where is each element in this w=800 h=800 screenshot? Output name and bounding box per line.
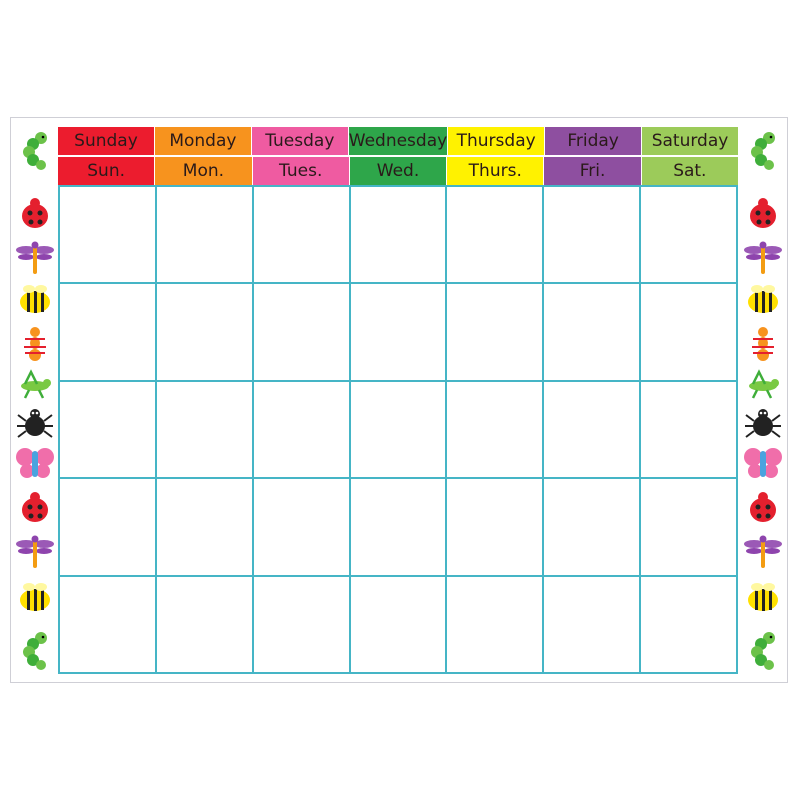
day-abbr-wednesday: Wed. — [349, 157, 448, 185]
day-name-thursday: Thursday — [448, 127, 546, 155]
day-cell[interactable] — [641, 187, 738, 285]
day-cell[interactable] — [156, 479, 254, 577]
day-cell[interactable] — [60, 187, 157, 285]
day-cell[interactable] — [641, 284, 738, 382]
day-abbr-saturday: Sat. — [641, 157, 738, 185]
ladybug-icon — [743, 487, 783, 527]
day-cell[interactable] — [350, 479, 448, 577]
day-cell[interactable] — [544, 381, 642, 480]
ant-icon — [15, 323, 55, 363]
day-name-monday: Monday — [154, 127, 252, 155]
dragonfly-icon — [15, 530, 55, 570]
ladybug-icon — [15, 193, 55, 233]
bee-icon — [15, 280, 55, 320]
day-cell[interactable] — [641, 381, 738, 480]
day-cell[interactable] — [544, 576, 642, 674]
day-abbr-tuesday: Tues. — [252, 157, 350, 185]
day-cell[interactable] — [253, 479, 351, 577]
day-cell[interactable] — [641, 479, 738, 577]
bee-icon — [15, 578, 55, 618]
ladybug-icon — [743, 193, 783, 233]
calendar-grid — [58, 185, 738, 674]
day-abbr-sunday: Sun. — [58, 157, 156, 185]
grasshopper-icon — [743, 362, 783, 402]
day-cell[interactable] — [447, 479, 545, 577]
day-abbr-thursday: Thurs. — [447, 157, 545, 185]
day-names-row: Sunday Monday Tuesday Wednesday Thursday Frid… — [58, 127, 738, 155]
day-cell[interactable] — [447, 381, 545, 480]
day-name-wednesday: Wednesday — [348, 127, 449, 155]
dragonfly-icon — [15, 236, 55, 276]
spider-icon — [743, 403, 783, 443]
day-cell[interactable] — [544, 284, 642, 382]
day-cell[interactable] — [253, 187, 351, 285]
day-name-sunday: Sunday — [58, 127, 155, 155]
day-cell[interactable] — [350, 381, 448, 480]
caterpillar-icon — [743, 130, 783, 170]
day-cell[interactable] — [156, 284, 254, 382]
day-abbr-monday: Mon. — [155, 157, 253, 185]
day-cell[interactable] — [253, 381, 351, 480]
bee-icon — [743, 280, 783, 320]
day-cell[interactable] — [156, 381, 254, 480]
ant-icon — [743, 323, 783, 363]
day-abbr-friday: Fri. — [544, 157, 642, 185]
day-cell[interactable] — [350, 187, 448, 285]
day-cell[interactable] — [350, 284, 448, 382]
day-cell[interactable] — [447, 284, 545, 382]
day-cell[interactable] — [60, 284, 157, 382]
day-name-tuesday: Tuesday — [251, 127, 349, 155]
day-cell[interactable] — [253, 284, 351, 382]
caterpillar-icon — [15, 130, 55, 170]
ladybug-icon — [15, 487, 55, 527]
dragonfly-icon — [743, 530, 783, 570]
caterpillar-icon — [15, 630, 55, 670]
day-cell[interactable] — [447, 187, 545, 285]
day-cell[interactable] — [447, 576, 545, 674]
day-abbreviations-row: Sun. Mon. Tues. Wed. Thurs. Fri. Sat. — [58, 157, 738, 185]
day-cell[interactable] — [60, 381, 157, 480]
day-cell[interactable] — [544, 187, 642, 285]
bee-icon — [743, 578, 783, 618]
spider-icon — [15, 403, 55, 443]
dragonfly-icon — [743, 236, 783, 276]
day-cell[interactable] — [641, 576, 738, 674]
day-cell[interactable] — [156, 187, 254, 285]
day-cell[interactable] — [156, 576, 254, 674]
day-cell[interactable] — [60, 479, 157, 577]
day-cell[interactable] — [60, 576, 157, 674]
day-cell[interactable] — [253, 576, 351, 674]
butterfly-icon — [743, 443, 783, 483]
day-cell[interactable] — [544, 479, 642, 577]
grasshopper-icon — [15, 362, 55, 402]
butterfly-icon — [15, 443, 55, 483]
calendar-board — [10, 117, 788, 683]
day-name-saturday: Saturday — [642, 127, 738, 155]
caterpillar-icon — [743, 630, 783, 670]
day-name-friday: Friday — [545, 127, 643, 155]
day-cell[interactable] — [350, 576, 448, 674]
